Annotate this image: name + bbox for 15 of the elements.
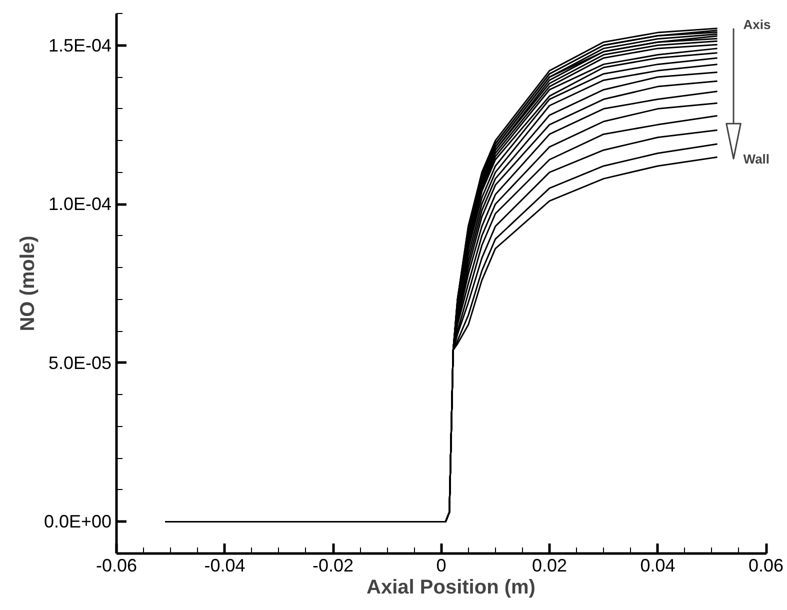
x-tick-label: -0.04 xyxy=(204,556,246,576)
x-tick-label: 0.06 xyxy=(748,556,784,576)
annotation: Axis xyxy=(743,16,771,32)
x-tick-label: -0.02 xyxy=(312,556,354,576)
y-tick-label: 0.0E+00 xyxy=(44,512,112,532)
x-tick-label: -0.06 xyxy=(96,556,138,576)
x-tick-label: 0.02 xyxy=(532,556,568,576)
x-tick-label: 0 xyxy=(436,556,446,576)
x-axis-title: Axial Position (m) xyxy=(366,576,536,598)
y-tick-label: 1.5E-04 xyxy=(48,35,112,56)
annotation: Wall xyxy=(743,152,770,167)
x-tick-label: 0.04 xyxy=(640,556,676,576)
y-axis-title: NO (mole) xyxy=(16,236,39,332)
y-tick-label: 5.0E-05 xyxy=(48,352,112,373)
y-tick-label: 1.0E-04 xyxy=(48,194,112,214)
